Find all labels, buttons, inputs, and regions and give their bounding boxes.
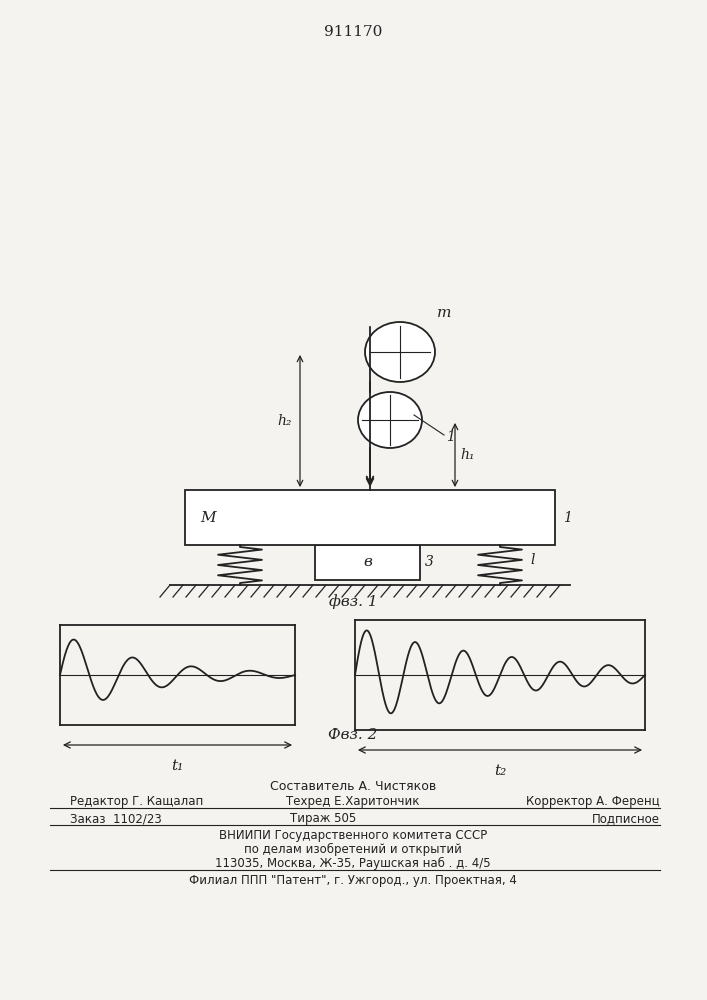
Text: t₁: t₁ — [171, 759, 184, 773]
Text: по делам изобретений и открытий: по делам изобретений и открытий — [244, 843, 462, 856]
Text: Техред Е.Харитончик: Техред Е.Харитончик — [286, 795, 420, 808]
Text: h₁: h₁ — [460, 448, 474, 462]
Text: Тираж 505: Тираж 505 — [290, 812, 356, 825]
Text: в: в — [363, 556, 372, 570]
Text: 113035, Москва, Ж-35, Раушская наб . д. 4/5: 113035, Москва, Ж-35, Раушская наб . д. … — [215, 857, 491, 870]
Text: Составитель А. Чистяков: Составитель А. Чистяков — [270, 780, 436, 793]
Text: l: l — [530, 553, 534, 567]
Text: h₂: h₂ — [278, 414, 292, 428]
Text: Подписное: Подписное — [592, 812, 660, 825]
Text: Заказ  1102/23: Заказ 1102/23 — [70, 812, 162, 825]
Text: M: M — [200, 510, 216, 524]
Text: 911170: 911170 — [324, 25, 382, 39]
Text: t₂: t₂ — [494, 764, 506, 778]
Text: 1: 1 — [446, 430, 455, 444]
Polygon shape — [315, 545, 420, 580]
Text: m: m — [437, 306, 452, 320]
Text: фвз. 1: фвз. 1 — [329, 595, 378, 609]
Text: 1: 1 — [563, 510, 572, 524]
Text: Корректор А. Ференц: Корректор А. Ференц — [527, 795, 660, 808]
Text: Редактор Г. Кащалап: Редактор Г. Кащалап — [70, 795, 203, 808]
Ellipse shape — [365, 322, 435, 382]
Text: Фвз. 2: Фвз. 2 — [328, 728, 378, 742]
Text: 3: 3 — [425, 556, 434, 570]
Text: ВНИИПИ Государственного комитета СССР: ВНИИПИ Государственного комитета СССР — [219, 829, 487, 842]
Polygon shape — [185, 490, 555, 545]
Text: Филиал ППП "Патент", г. Ужгород., ул. Проектная, 4: Филиал ППП "Патент", г. Ужгород., ул. Пр… — [189, 874, 517, 887]
Ellipse shape — [358, 392, 422, 448]
